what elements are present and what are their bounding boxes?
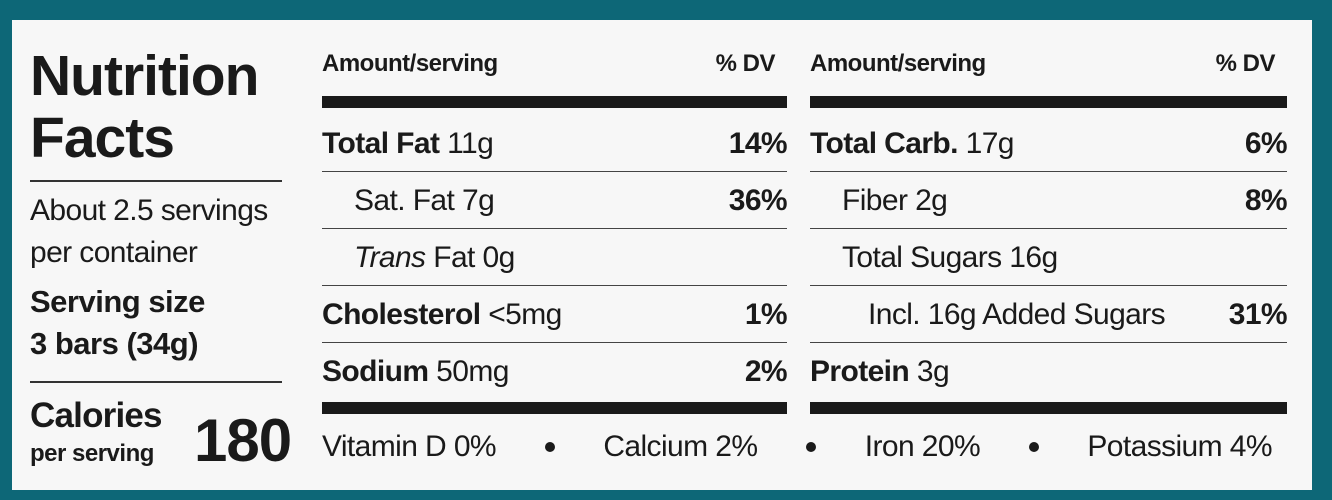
- thick-bar: [322, 402, 787, 414]
- nutrient-name: Fat 0g: [433, 241, 515, 274]
- nutrient-name: Sodium: [322, 355, 429, 388]
- nutrient-name: Total Fat: [322, 127, 440, 160]
- bullet: [544, 442, 555, 452]
- calories-label: Calories: [30, 396, 163, 435]
- title-line: Nutrition: [30, 44, 259, 108]
- calories-value: 180: [194, 407, 292, 474]
- divider: [30, 180, 282, 182]
- dv-header: % DV: [1215, 50, 1276, 77]
- amount-header: Amount/serving: [810, 50, 986, 77]
- nutrient-amount: 17g: [965, 127, 1015, 160]
- nutrient-row: Total Carb. 17g 6%: [810, 115, 1288, 172]
- nutrient-dv: 14%: [728, 127, 788, 160]
- nutrient-row: Fiber 2g 8%: [810, 172, 1288, 229]
- nutrient-prefix: Trans: [354, 241, 426, 274]
- column-header: Amount/serving % DV: [810, 50, 1287, 78]
- nutrient-amount: 11g: [447, 127, 494, 160]
- nutrient-row: Sodium 50mg 2%: [322, 343, 788, 400]
- nutrient-row: Sat. Fat 7g 36%: [322, 172, 788, 229]
- vitamin-item: Iron 20%: [864, 430, 981, 463]
- nutrient-row: Incl. 16g Added Sugars 31%: [810, 286, 1288, 343]
- nutrient-name: Sat. Fat 7g: [354, 184, 495, 217]
- column-header: Amount/serving % DV: [322, 50, 787, 78]
- dv-header: % DV: [715, 50, 776, 77]
- calories-sublabel: per serving: [30, 440, 154, 467]
- nutrient-amount: 50mg: [436, 355, 509, 388]
- nutrient-row: Protein 3g: [810, 343, 1287, 400]
- nutrient-name: Protein: [810, 355, 910, 388]
- nutrient-row: Total Fat 11g 14%: [322, 115, 788, 172]
- serving-size-label: Serving size: [30, 284, 205, 319]
- nutrient-amount: <5mg: [488, 298, 562, 331]
- nutrient-name: Incl. 16g Added Sugars: [868, 298, 1166, 331]
- nutrient-name: Total Sugars 16g: [842, 241, 1058, 274]
- nutrient-row: Trans Fat 0g: [322, 229, 787, 286]
- thick-bar: [322, 96, 787, 108]
- thick-bar: [810, 96, 1287, 108]
- nutrient-row: Total Sugars 16g: [810, 229, 1287, 286]
- nutrient-dv: 6%: [1244, 127, 1288, 160]
- thick-bar: [810, 402, 1287, 414]
- label-panel: Nutrition Facts About 2.5 servings per c…: [12, 20, 1312, 490]
- vitamins-footer: Vitamin D 0% Calcium 2% Iron 20% Potassi…: [322, 430, 1273, 464]
- serving-size: 3 bars (34g): [30, 326, 199, 361]
- divider: [30, 381, 282, 383]
- title-line: Facts: [30, 106, 175, 170]
- servings: About 2.5 servings per container: [30, 194, 268, 269]
- bullet: [806, 442, 817, 452]
- nutrient-dv: 1%: [744, 298, 788, 331]
- amount-header: Amount/serving: [322, 50, 498, 77]
- nutrient-dv: 8%: [1244, 184, 1288, 217]
- vitamin-item: Potassium 4%: [1087, 430, 1272, 463]
- nutrient-dv: 2%: [744, 355, 788, 388]
- nutrient-dv: 31%: [1228, 298, 1288, 331]
- vitamin-item: Calcium 2%: [603, 430, 758, 463]
- nutrient-name: Fiber 2g: [842, 184, 948, 217]
- nutrient-row: Cholesterol <5mg 1%: [322, 286, 788, 343]
- nutrient-amount: 3g: [916, 355, 950, 388]
- nutrient-dv: 36%: [728, 184, 788, 217]
- vitamin-item: Vitamin D 0%: [322, 430, 497, 463]
- nutrient-name: Total Carb.: [810, 127, 958, 160]
- bullet: [1028, 442, 1039, 452]
- nutrient-name: Cholesterol: [322, 298, 481, 331]
